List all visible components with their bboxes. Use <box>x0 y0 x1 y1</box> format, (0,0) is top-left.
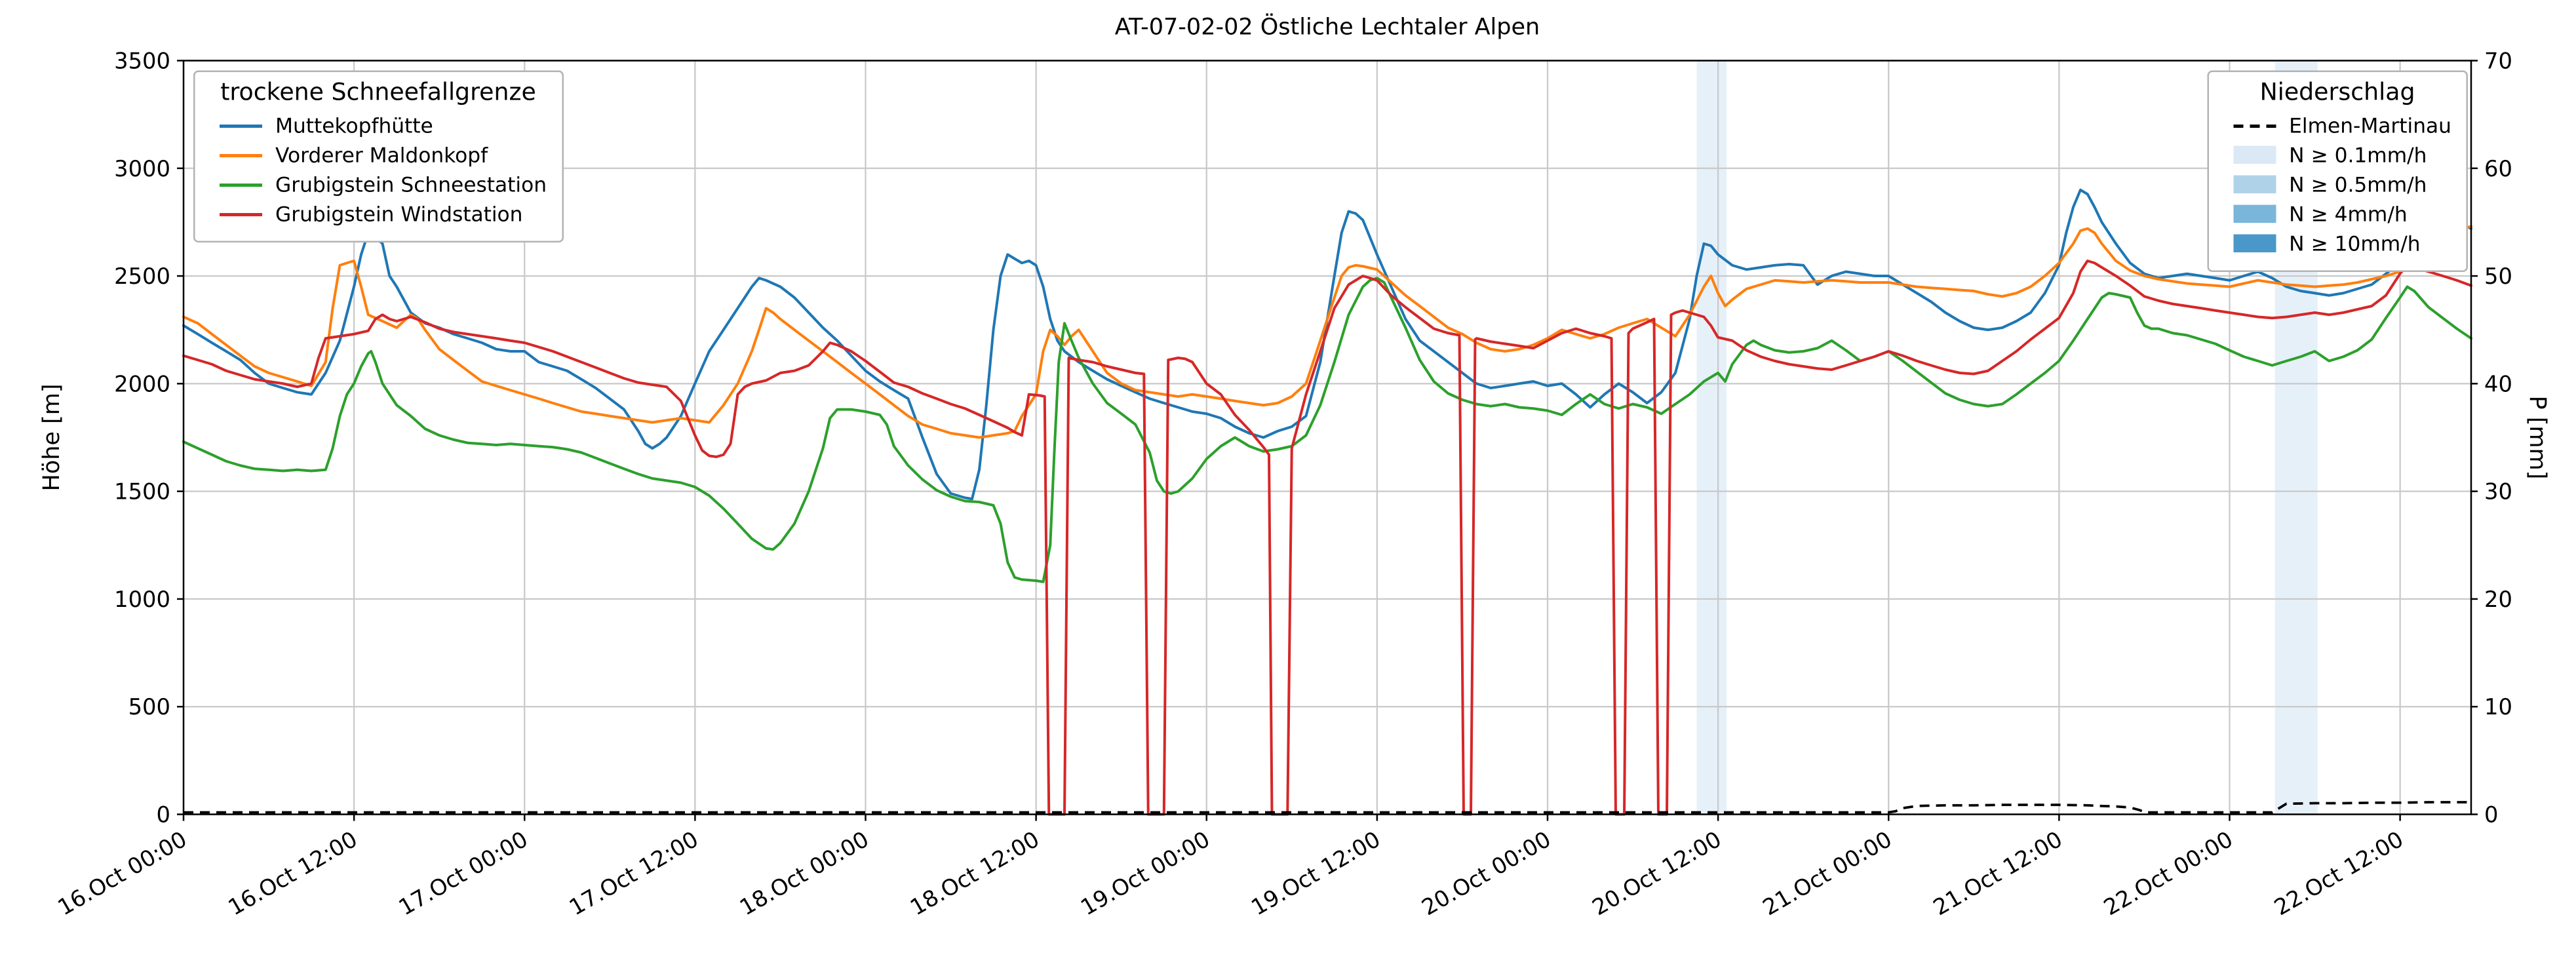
y-left-tick-label: 0 <box>157 802 170 828</box>
y-axis-label-right: P [mm] <box>2524 395 2550 480</box>
x-tick-label: 20.Oct 12:00 <box>1588 826 1726 921</box>
legend-precip: Niederschlag Elmen-Martinau N ≥ 0.1mm/h N … <box>2207 70 2468 272</box>
legend-patch-swatch-3 <box>2233 234 2276 252</box>
y-right-tick-label: 30 <box>2484 479 2512 505</box>
x-tick-label: 21.Oct 12:00 <box>1929 826 2067 921</box>
legend-patch-swatch-2 <box>2233 204 2276 223</box>
y-right-tick-label: 70 <box>2484 48 2512 74</box>
legend-item-label: Muttekopfhütte <box>275 113 433 138</box>
x-tick-label: 16.Oct 12:00 <box>224 826 362 921</box>
legend-snowline: trockene Schneefallgrenze Muttekopfhütte… <box>193 70 564 242</box>
legend-item-precip-level-1: N ≥ 0.5mm/h <box>2233 172 2451 197</box>
x-tick-label: 19.Oct 12:00 <box>1247 826 1384 921</box>
legend-snowline-items: Muttekopfhütte Vorderer Maldonkopf Grubigs… <box>210 113 547 227</box>
series-line-vorderer-maldonkopf <box>182 225 2472 439</box>
series-line-grubigstein-schneestation <box>182 277 2472 583</box>
plot-border <box>182 60 2472 815</box>
x-tick-label: 17.Oct 12:00 <box>565 826 703 921</box>
legend-snowline-title: trockene Schneefallgrenze <box>220 80 536 107</box>
y-left-tick-label: 1500 <box>114 479 170 505</box>
y-right-tick-label: 40 <box>2484 371 2512 397</box>
legend-item-precip-level-2: N ≥ 4mm/h <box>2233 201 2451 227</box>
y-left-tick-label: 2500 <box>114 263 170 289</box>
legend-line-swatch-muttekopfhuette <box>220 123 262 127</box>
y-right-tick-label: 50 <box>2484 263 2512 289</box>
series-line-muttekopfhuette <box>182 188 2472 501</box>
series-line-elmen-martinau <box>184 801 2471 814</box>
legend-precip-title: Niederschlag <box>2259 80 2415 107</box>
legend-item-vorderer-maldonkopf: Vorderer Maldonkopf <box>220 142 547 168</box>
legend-patch-swatch-0 <box>2233 146 2276 164</box>
legend-precip-items: Elmen-Martinau N ≥ 0.1mm/h N ≥ 0.5mm/h N ≥ … <box>2223 113 2451 256</box>
x-tick-label: 16.Oct 00:00 <box>53 826 191 921</box>
y-left-tick-label: 3000 <box>114 156 170 182</box>
legend-line-swatch-grubigstein-schneestation <box>220 182 262 186</box>
x-tick-label: 22.Oct 00:00 <box>2099 826 2237 921</box>
y-left-tick-label: 2000 <box>114 371 170 397</box>
x-tick-label: 21.Oct 00:00 <box>1759 826 1896 921</box>
legend-line-swatch-vorderer-maldonkopf <box>220 153 262 157</box>
y-left-tick-label: 3500 <box>114 48 170 74</box>
precip-band <box>1696 60 1727 815</box>
legend-line-swatch-grubigstein-windstation <box>220 212 262 216</box>
y-left-tick-label: 500 <box>128 694 170 720</box>
legend-item-elmen-martinau: Elmen-Martinau <box>2233 113 2451 138</box>
legend-patch-swatch-1 <box>2233 175 2276 193</box>
legend-item-label: N ≥ 10mm/h <box>2289 231 2421 256</box>
x-tick-label: 18.Oct 12:00 <box>906 826 1044 921</box>
y-left-tick-label: 1000 <box>114 587 170 612</box>
x-tick-label: 20.Oct 00:00 <box>1417 826 1555 921</box>
legend-item-label: Grubigstein Schneestation <box>275 172 547 197</box>
legend-item-label: N ≥ 0.5mm/h <box>2289 172 2427 197</box>
legend-dash-swatch-elmen-martinau <box>2233 123 2276 127</box>
y-axis-label-left: Höhe [m] <box>39 383 66 492</box>
y-right-tick-label: 60 <box>2484 156 2512 182</box>
legend-item-grubigstein-windstation: Grubigstein Windstation <box>220 201 547 227</box>
legend-item-label: Elmen-Martinau <box>2289 113 2451 138</box>
legend-item-label: Vorderer Maldonkopf <box>275 142 488 168</box>
y-right-tick-label: 10 <box>2484 694 2512 720</box>
x-tick-label: 19.Oct 00:00 <box>1076 826 1214 921</box>
x-tick-label: 17.Oct 00:00 <box>395 826 532 921</box>
legend-item-precip-level-0: N ≥ 0.1mm/h <box>2233 142 2451 168</box>
legend-item-label: Grubigstein Windstation <box>275 201 523 227</box>
legend-item-precip-level-3: N ≥ 10mm/h <box>2233 231 2451 256</box>
x-tick-label: 22.Oct 12:00 <box>2270 826 2408 921</box>
legend-item-label: N ≥ 4mm/h <box>2289 201 2408 227</box>
series-line-grubigstein-windstation <box>182 259 2472 816</box>
chart-title: AT-07-02-02 Östliche Lechtaler Alpen <box>1114 14 1540 41</box>
legend-item-label: N ≥ 0.1mm/h <box>2289 142 2427 168</box>
x-tick-label: 18.Oct 00:00 <box>735 826 873 921</box>
legend-item-grubigstein-schneestation: Grubigstein Schneestation <box>220 172 547 197</box>
legend-item-muttekopfhuette: Muttekopfhütte <box>220 113 547 138</box>
y-right-tick-label: 0 <box>2484 802 2498 828</box>
y-right-tick-label: 20 <box>2484 587 2512 612</box>
